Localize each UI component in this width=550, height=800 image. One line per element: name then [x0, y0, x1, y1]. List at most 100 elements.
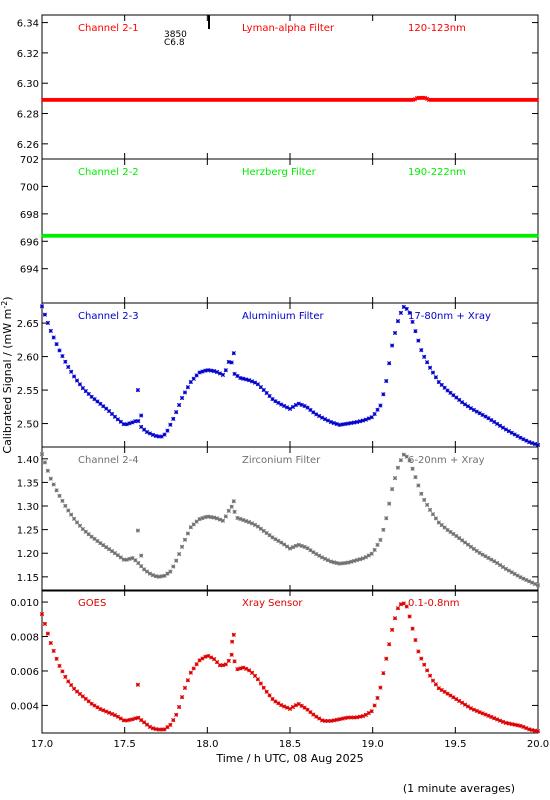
data-point	[427, 673, 433, 678]
x-tick-label: 19.5	[444, 739, 466, 750]
data-point	[343, 715, 348, 721]
data-point	[230, 97, 236, 103]
data-point	[200, 233, 206, 238]
data-point	[144, 569, 150, 574]
data-point	[336, 97, 342, 103]
data-point	[448, 390, 453, 395]
x-axis-label: Time / h UTC, 08 Aug 2025	[215, 752, 363, 765]
data-point	[476, 97, 482, 103]
data-point	[514, 97, 520, 103]
data-point	[92, 233, 98, 238]
data-point	[340, 422, 345, 427]
data-point	[252, 97, 258, 103]
data-point	[506, 568, 511, 573]
data-point	[312, 233, 318, 238]
data-point	[191, 522, 196, 527]
data-point	[302, 705, 307, 710]
data-point	[496, 97, 502, 103]
data-point	[71, 686, 77, 691]
data-point	[287, 406, 293, 411]
data-point	[64, 97, 70, 103]
data-point	[366, 233, 372, 238]
data-point	[261, 387, 266, 393]
data-point	[460, 700, 465, 705]
data-point	[527, 727, 532, 732]
data-point	[62, 233, 68, 238]
data-point	[510, 97, 516, 103]
data-point	[483, 414, 488, 419]
data-point	[312, 97, 318, 103]
data-point	[132, 97, 138, 103]
data-point	[406, 97, 412, 103]
data-point	[115, 553, 120, 558]
data-point	[322, 97, 328, 103]
data-point	[180, 97, 186, 103]
data-point	[442, 385, 447, 390]
data-point	[74, 378, 80, 383]
data-point	[159, 574, 164, 579]
data-point	[427, 507, 433, 513]
data-point	[210, 97, 216, 103]
data-point	[141, 427, 147, 432]
data-point	[387, 642, 392, 647]
data-point	[74, 520, 80, 525]
data-point	[216, 97, 222, 103]
data-point	[66, 364, 71, 370]
data-point	[375, 542, 380, 548]
data-point	[220, 233, 226, 238]
data-point	[267, 393, 272, 399]
data-point	[488, 233, 494, 238]
y-tick-label: 2.55	[17, 386, 39, 397]
data-point	[432, 233, 438, 238]
data-point	[480, 233, 486, 238]
data-point	[344, 97, 350, 103]
data-point	[273, 699, 278, 704]
data-point	[279, 703, 284, 708]
data-point	[483, 712, 488, 717]
data-point	[192, 233, 198, 238]
data-point	[136, 715, 141, 720]
data-point	[346, 97, 352, 103]
data-point	[262, 233, 268, 238]
data-point	[58, 233, 64, 238]
data-point	[109, 411, 115, 417]
data-point	[178, 233, 184, 238]
data-point	[530, 97, 536, 103]
data-point	[442, 525, 447, 530]
data-point	[495, 421, 500, 426]
data-point	[179, 695, 185, 700]
data-point	[118, 716, 123, 721]
band-label: 17-80nm + Xray	[408, 311, 491, 322]
data-point	[398, 233, 404, 238]
data-point	[182, 97, 188, 103]
data-point	[318, 233, 324, 238]
data-point	[352, 715, 357, 720]
data-point	[370, 233, 376, 238]
data-point	[518, 575, 523, 580]
data-point	[368, 233, 374, 238]
data-point	[392, 97, 398, 103]
data-point	[288, 97, 294, 103]
data-point	[357, 557, 363, 562]
data-point	[165, 571, 170, 576]
data-point	[214, 516, 220, 521]
data-point	[340, 561, 345, 566]
data-point	[342, 97, 348, 103]
y-tick-label: 0.008	[10, 633, 39, 644]
data-point	[357, 419, 363, 424]
data-point	[360, 556, 366, 561]
data-point	[396, 97, 402, 103]
data-point	[244, 97, 250, 103]
data-point	[133, 716, 138, 721]
data-point	[141, 720, 147, 725]
data-point	[208, 97, 214, 103]
data-point	[419, 656, 424, 661]
data-point	[80, 385, 85, 391]
data-point	[172, 97, 178, 103]
data-point	[340, 97, 346, 103]
data-point	[374, 97, 380, 103]
data-point	[354, 419, 360, 425]
data-point	[388, 233, 394, 238]
data-point	[439, 382, 444, 387]
data-point	[381, 671, 386, 676]
